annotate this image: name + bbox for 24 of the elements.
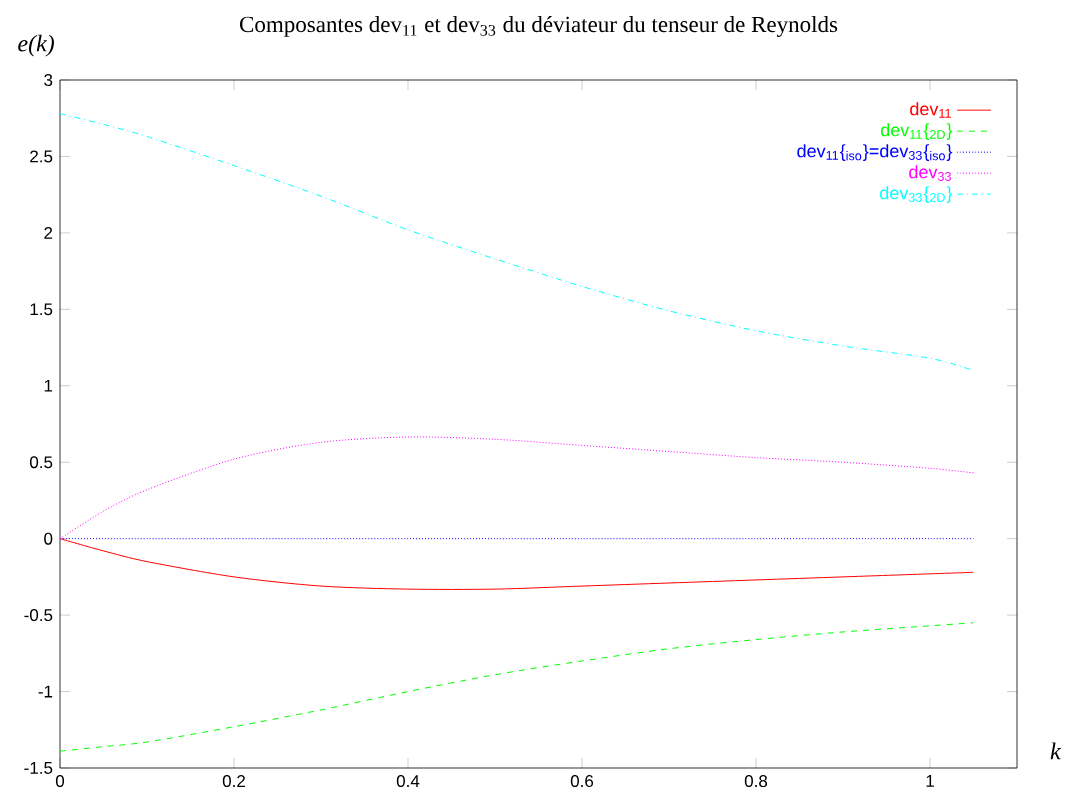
chart-title: Composantes dev$_{11}$ et dev$_{33}$ du déviateur du tenseur de Reynolds bbox=[240, 15, 838, 37]
y-tick-label: 1 bbox=[44, 379, 53, 392]
y-tick-label: -1.5 bbox=[24, 762, 53, 774]
y-tick-label: 0 bbox=[44, 532, 53, 545]
x-tick-label: 0 bbox=[55, 775, 65, 788]
y-tick-label: 0.5 bbox=[29, 456, 53, 469]
y-axis-title: e(k) bbox=[18, 34, 54, 57]
x-tick-label: 0.2 bbox=[222, 775, 245, 788]
y-tick-label: -1 bbox=[38, 685, 53, 698]
legend-label: dev$_{33}${$_{2D}$} bbox=[880, 186, 953, 203]
x-tick-label: 0.4 bbox=[396, 775, 420, 788]
x-axis-title: k bbox=[1050, 742, 1061, 760]
y-tick-label: 1.5 bbox=[30, 303, 53, 316]
legend-label: dev$_{33}$ bbox=[909, 165, 951, 181]
y-tick-label: 3 bbox=[44, 73, 53, 87]
x-tick-label: 1 bbox=[926, 775, 934, 787]
legend-label: dev$_{11}$ bbox=[910, 102, 951, 118]
x-tick-label: 0.6 bbox=[570, 775, 594, 788]
y-tick-label: 2.5 bbox=[30, 150, 53, 163]
y-tick-label: -0.5 bbox=[24, 609, 53, 622]
x-tick-label: 0.8 bbox=[744, 775, 768, 788]
legend-label: dev$_{11}${$_{2D}$} bbox=[881, 123, 953, 140]
text: dev$_{11}${$_{iso}$}=dev$_{33}${$_{iso}$} bbox=[797, 144, 953, 161]
y-tick-label: 2 bbox=[44, 226, 53, 239]
